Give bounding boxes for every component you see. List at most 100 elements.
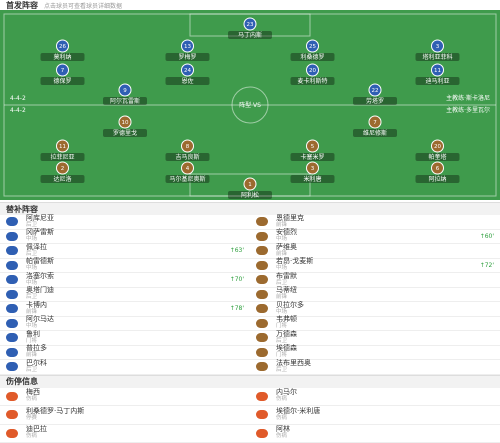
player-number: 9 [123,88,127,94]
player-sub: 后卫 [276,280,494,287]
player-icon [6,246,18,255]
list-row[interactable]: 法布里西奥后卫 [250,360,500,375]
list-row[interactable]: 迪巴拉伤病 [0,425,250,443]
player-number: 7 [373,120,377,126]
player-sub: 中场 [276,309,494,316]
name-block: 阿库尼亚后卫 [26,215,244,229]
player-icon [256,410,268,419]
player-sub: 后卫 [26,294,244,301]
sub-minute: ↑78' [230,305,244,312]
sub-minute: ↑60' [480,233,494,240]
list-row[interactable]: 梅西伤病 [0,388,250,407]
player-number: 5 [311,144,315,150]
player-number: 4 [186,166,190,172]
name-block: 若昂·戈麦斯中场 [276,258,480,272]
player-name: 梅西 [26,389,244,396]
player-number: 3 [311,166,315,172]
player-icon [6,410,18,419]
name-block: 布雷默后卫 [276,273,494,287]
player-number: 22 [372,88,379,94]
list-row[interactable]: 冈萨雷斯中场 [0,230,250,245]
player-icon [256,275,268,284]
player-name: 布雷默 [276,273,494,280]
player-name: 阿尔马达 [26,316,244,323]
player-number: 3 [436,44,440,50]
player-icon [256,429,268,438]
player-icon [6,319,18,328]
formation: 4-4-2 [10,107,26,114]
player-number: 8 [186,144,190,150]
player-number: 20 [309,68,316,74]
player-icon [256,246,268,255]
player-number: 23 [247,22,254,28]
player-name: 卡博内 [26,302,230,309]
player-sub: 伤病 [26,396,244,403]
player-number: 11 [59,144,66,150]
list-row[interactable]: 埃德尔·米利唐伤病 [250,406,500,425]
player-icon [256,304,268,313]
player-name: 恩佐 [181,77,193,85]
player-name: 佩泽拉 [26,244,230,251]
name-block: 卡博内前锋 [26,302,230,316]
list-row[interactable]: 普拉多前锋 [0,346,250,361]
list-row[interactable]: 阿尔马达中场 [0,317,250,332]
player-name: 阿林 [276,426,494,433]
player-name: 冈萨雷斯 [26,229,244,236]
player-sub: 后卫 [26,251,230,258]
subs-home: 阿库尼亚后卫冈萨雷斯中场佩泽拉后卫↑63'帕雷德斯中场洛塞尔索中场↑70'奥塔门… [0,215,250,375]
name-block: 奥塔门迪后卫 [26,287,244,301]
player-icon [6,348,18,357]
list-row[interactable]: 韦弗顿门将 [250,317,500,332]
player-name: 帕雷德斯 [26,258,244,265]
list-row[interactable]: 阿林伤病 [250,425,500,443]
name-block: 佩泽拉后卫 [26,244,230,258]
player-name: 维尼修斯 [363,129,387,137]
player-name: 达尼洛 [53,175,71,183]
player-name: 万德森 [276,331,494,338]
player-sub: 前锋 [276,222,494,229]
player-sub: 后卫 [276,367,494,374]
player-name: 拉菲尼亚 [50,153,74,161]
name-block: 内马尔伤病 [276,389,494,403]
player-number: 24 [184,68,191,74]
list-row[interactable]: 马蒂纽前锋 [250,288,500,303]
header: 首发阵容点击球员可查看球员详细数据 [0,0,500,10]
name-block: 贝拉尔多中场 [276,302,494,316]
player-name: 阿拉纳 [428,175,446,183]
player-name: 马蒂纽 [276,287,494,294]
player-icon [6,362,18,371]
list-row[interactable]: 埃德森门将 [250,346,500,361]
list-row[interactable]: 巴尔科后卫 [0,360,250,375]
list-row[interactable]: 奥塔门迪后卫 [0,288,250,303]
player-sub: 后卫 [26,367,244,374]
player-sub: 中场 [26,323,244,330]
player-icon [6,290,18,299]
player-icon [256,392,268,401]
list-row[interactable]: 帕雷德斯中场 [0,259,250,274]
list-row[interactable]: 安德烈中场↑60' [250,230,500,245]
player-name: 吉马良斯 [175,153,199,161]
list-row[interactable]: 若昂·戈麦斯中场↑72' [250,259,500,274]
player-name: 马丁内斯 [238,31,262,39]
name-block: 阿尔马达中场 [26,316,244,330]
name-block: 法布里西奥后卫 [276,360,494,374]
player-sub: 伤病 [276,433,494,440]
player-name: 马尔基尼奥斯 [169,175,205,183]
list-row[interactable]: 内马尔伤病 [250,388,500,407]
list-row[interactable]: 利桑德罗·马丁内斯停赛 [0,406,250,425]
player-name: 迪马利亚 [425,77,449,85]
name-block: 埃德尔·米利唐伤病 [276,408,494,422]
player-icon [256,362,268,371]
player-name: 奥塔门迪 [26,287,244,294]
player-name: 洛塞尔索 [26,273,230,280]
player-sub: 伤病 [276,415,494,422]
name-block: 万德森后卫 [276,331,494,345]
name-block: 梅西伤病 [26,389,244,403]
player-sub: 后卫 [26,222,244,229]
player-icon [6,261,18,270]
player-sub: 伤病 [276,396,494,403]
player-icon [256,290,268,299]
subs-away: 恩德里克前锋安德烈中场↑60'萨维奥前锋若昂·戈麦斯中场↑72'布雷默后卫马蒂纽… [250,215,500,375]
sub-minute: ↑70' [230,276,244,283]
